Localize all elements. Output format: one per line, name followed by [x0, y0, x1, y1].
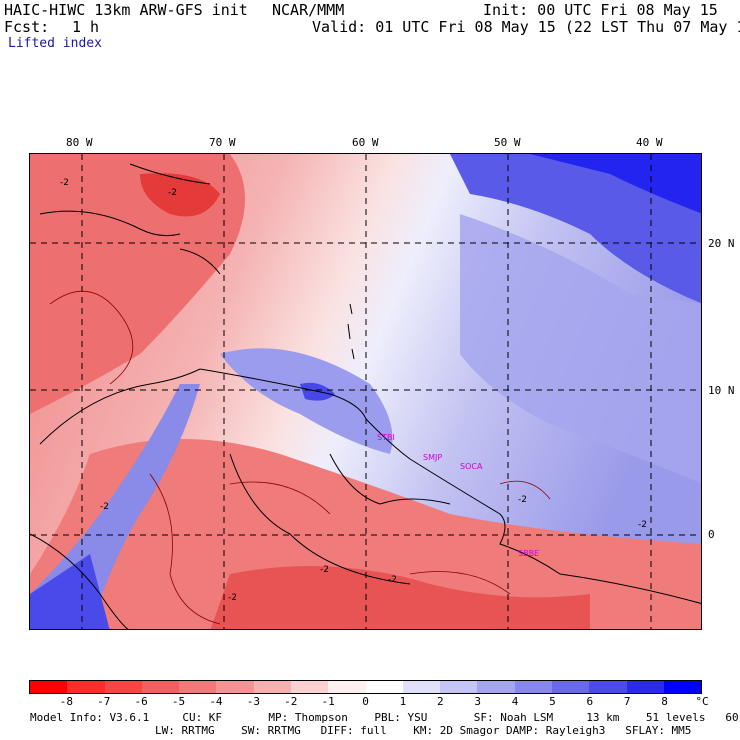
colorbar-swatch	[663, 681, 702, 693]
colorbar-tick-label: 0	[362, 695, 369, 708]
colorbar-swatch	[179, 681, 217, 693]
colorbar-swatch	[477, 681, 515, 693]
fcst-label: Fcst:	[4, 18, 50, 36]
colorbar-tick-label: -4	[209, 695, 223, 708]
contour-label: -2	[518, 495, 527, 505]
valid-time: Valid: 01 UTC Fri 08 May 15 (22 LST Thu …	[312, 18, 740, 36]
contour-label: -2	[638, 520, 647, 530]
colorbar	[29, 680, 702, 694]
site-label-smjp: SMJP	[423, 453, 443, 462]
colorbar-tick-label: 4	[511, 695, 519, 708]
colorbar-tick-label: 7	[623, 695, 631, 708]
colorbar-swatch	[551, 681, 590, 693]
init-time: Init: 00 UTC Fri 08 May 15	[483, 1, 718, 19]
lat-label-20n: 20 N	[708, 237, 735, 250]
colorbar-swatch	[589, 681, 627, 693]
venezuela-stable-region	[220, 348, 393, 454]
lon-label-40w: 40 W	[636, 136, 663, 149]
site-label-soca: SOCA	[460, 462, 483, 471]
colorbar-tick-label: 1	[399, 695, 407, 708]
colorbar-unit: °C	[695, 695, 709, 708]
colorbar-tick-label: -1	[321, 695, 335, 708]
colorbar-swatch	[402, 681, 441, 693]
lifted-index-map	[29, 153, 702, 630]
contour-label: -2	[388, 575, 397, 585]
ne-stable-region	[450, 154, 701, 304]
colorbar-tick-label: -8	[59, 695, 73, 708]
contour-label: -2	[320, 565, 329, 575]
field-name: Lifted index	[8, 36, 102, 51]
colorbar-tick-label: 2	[436, 695, 444, 708]
site-label-stbi: STBI	[377, 433, 395, 442]
colorbar-swatch	[290, 681, 329, 693]
colorbar-tick-label: -3	[246, 695, 260, 708]
colorbar-swatch	[104, 681, 142, 693]
coastlines	[30, 163, 701, 629]
south-america-unstable	[30, 439, 701, 629]
andes-deep-stable	[30, 554, 110, 629]
lat-lon-grid	[30, 154, 701, 629]
colorbar-tick-label: 3	[474, 695, 481, 708]
fcst-value: 1 h	[72, 18, 100, 36]
colorbar-tick-label: -5	[171, 695, 186, 708]
colorbar-swatch	[365, 681, 403, 693]
org-label: NCAR/MMM	[272, 1, 345, 19]
model-info-line2: LW: RRTMG SW: RRTMG DIFF: full KM: 2D Sm…	[155, 724, 692, 737]
colorbar-swatch	[30, 681, 68, 693]
southern-strong-unstable	[210, 566, 590, 629]
ne-very-stable-region	[530, 154, 701, 214]
contour-lines	[49, 290, 551, 625]
colorbar-tick-label: -6	[134, 695, 148, 708]
lon-label-80w: 80 W	[66, 136, 93, 149]
colorbar-swatch	[440, 681, 478, 693]
colorbar-swatch	[626, 681, 664, 693]
contour-label: -2	[228, 593, 237, 603]
lat-label-0: 0	[708, 528, 715, 541]
colorbar-swatch	[253, 681, 291, 693]
colorbar-tick-label: -2	[284, 695, 298, 708]
lon-label-60w: 60 W	[352, 136, 379, 149]
east-stable-region	[460, 214, 701, 484]
colorbar-tick-label: 6	[586, 695, 594, 708]
site-label-sbbe: SBBE	[518, 549, 540, 558]
contour-label: -2	[60, 178, 69, 188]
lon-label-50w: 50 W	[494, 136, 521, 149]
model-title: HAIC-HIWC 13km ARW-GFS init	[4, 1, 248, 19]
colorbar-swatch	[216, 681, 254, 693]
colorbar-swatch	[141, 681, 180, 693]
caribbean-unstable-region	[30, 154, 245, 414]
contour-label: -2	[168, 188, 177, 198]
contour-label: -2	[100, 502, 109, 512]
caribbean-strong-unstable	[140, 173, 220, 217]
colorbar-swatch	[514, 681, 552, 693]
lon-label-70w: 70 W	[209, 136, 236, 149]
model-info-line1: Model Info: V3.6.1 CU: KF MP: Thompson P…	[30, 711, 740, 724]
lat-label-10n: 10 N	[708, 384, 735, 397]
colorbar-tick-label: 8	[661, 695, 668, 708]
colorbar-tick-label: -7	[97, 695, 111, 708]
colorbar-tick-label: 5	[549, 695, 556, 708]
colorbar-swatch	[67, 681, 105, 693]
colorbar-swatch	[328, 681, 366, 693]
